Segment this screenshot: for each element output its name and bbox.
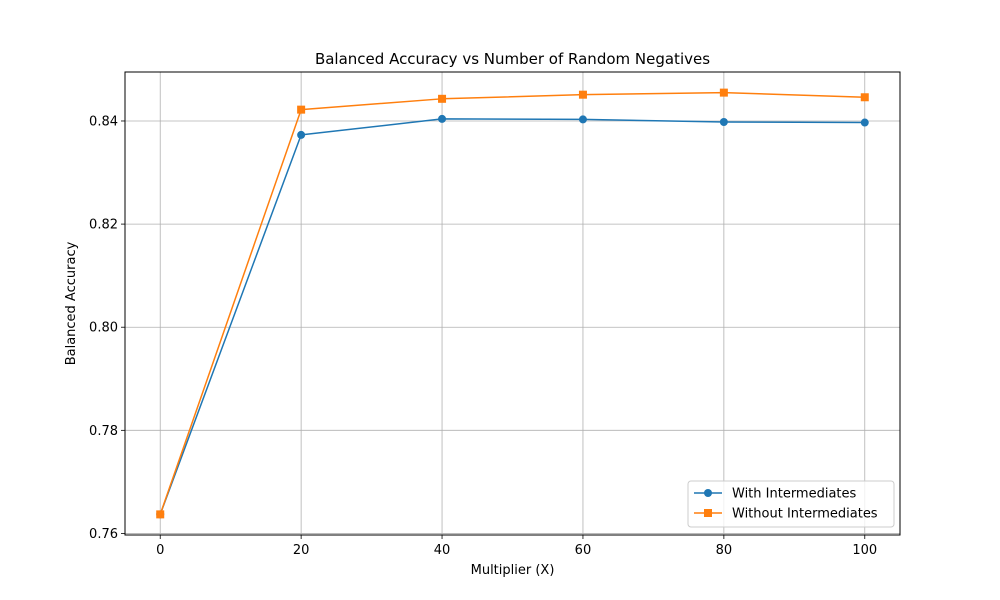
data-point-square bbox=[719, 88, 728, 97]
data-point-circle bbox=[719, 118, 728, 127]
legend-entry-without-intermediates: Without Intermediates bbox=[694, 507, 878, 522]
y-tick-label: 0.84 bbox=[89, 114, 118, 129]
plot-area-frame bbox=[124, 71, 901, 536]
legend: With Intermediates Without Intermediates bbox=[687, 480, 895, 528]
grid bbox=[125, 72, 900, 535]
series-0 bbox=[156, 114, 869, 519]
data-point-circle bbox=[578, 115, 587, 124]
data-point-square bbox=[156, 510, 165, 519]
series-1 bbox=[156, 88, 869, 519]
x-tick-label: 0 bbox=[156, 543, 164, 558]
x-tick-label: 100 bbox=[852, 543, 877, 558]
data-point-square bbox=[860, 93, 869, 102]
x-tick-label: 80 bbox=[716, 543, 733, 558]
x-axis-label: Multiplier (X) bbox=[471, 563, 555, 578]
y-tick-label: 0.82 bbox=[89, 218, 118, 233]
data-point-square bbox=[438, 94, 447, 103]
data-point-circle bbox=[438, 114, 447, 123]
legend-box bbox=[687, 480, 895, 528]
y-axis-label: Balanced Accuracy bbox=[64, 241, 79, 365]
series-line bbox=[159, 118, 865, 515]
series-line bbox=[159, 91, 865, 515]
y-tick-label: 0.80 bbox=[89, 321, 118, 336]
data-point-circle bbox=[860, 118, 869, 127]
legend-label-with-intermediates: With Intermediates bbox=[732, 487, 857, 502]
x-tick-label: 20 bbox=[293, 543, 310, 558]
x-tick-label: 40 bbox=[434, 543, 451, 558]
legend-marker-square-icon bbox=[704, 509, 712, 517]
chart-title: Balanced Accuracy vs Number of Random Ne… bbox=[315, 50, 710, 68]
x-tick-label: 60 bbox=[575, 543, 592, 558]
legend-marker-circle-icon bbox=[704, 489, 712, 497]
axis-ticks: 0 20 40 60 80 100 0.76 0.78 0.80 0.82 0.84 bbox=[89, 114, 877, 558]
y-tick-label: 0.78 bbox=[89, 424, 118, 439]
series-layer bbox=[156, 88, 869, 519]
data-point-square bbox=[297, 105, 306, 114]
y-tick-label: 0.76 bbox=[89, 527, 118, 542]
data-point-square bbox=[578, 90, 587, 99]
legend-label-without-intermediates: Without Intermediates bbox=[732, 507, 878, 522]
data-point-circle bbox=[297, 130, 306, 139]
legend-entry-with-intermediates: With Intermediates bbox=[694, 487, 857, 502]
